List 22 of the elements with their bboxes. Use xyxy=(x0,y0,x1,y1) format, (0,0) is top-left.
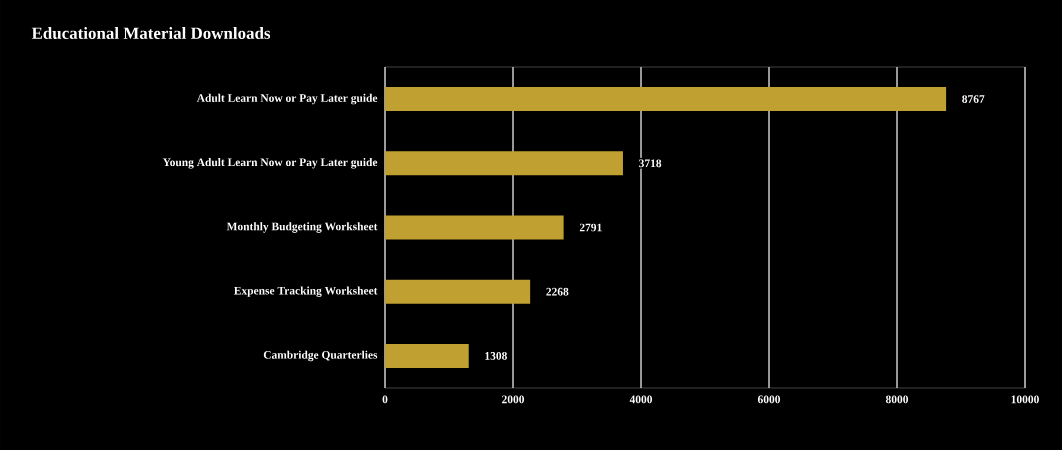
bar xyxy=(385,151,623,176)
bar xyxy=(385,215,564,240)
y-tick-label: Monthly Budgeting Worksheet xyxy=(226,222,378,233)
y-tick-label: Young Adult Learn Now or Pay Later guide xyxy=(162,158,378,169)
x-tick-label: 0 xyxy=(382,395,388,404)
x-tick-label: 8000 xyxy=(885,395,909,404)
x-tick-label: 2000 xyxy=(502,395,525,404)
y-tick-label: Cambridge Quarterlies xyxy=(263,350,378,362)
y-tick-label: Expense Tracking Worksheet xyxy=(234,286,378,297)
bar xyxy=(385,279,531,304)
bar xyxy=(385,343,469,368)
x-tick-label: 6000 xyxy=(757,395,781,404)
bar xyxy=(385,87,947,112)
data-label: 2268 xyxy=(546,287,569,296)
data-label: 8767 xyxy=(962,95,985,103)
data-label: 1308 xyxy=(485,352,507,360)
data-label: 3718 xyxy=(639,159,662,168)
data-label: 2791 xyxy=(579,223,602,232)
x-tick-label: 10000 xyxy=(1011,395,1039,404)
text: Educational Material Downloads xyxy=(31,27,271,39)
x-tick-label: 4000 xyxy=(629,395,653,404)
y-tick-label: Adult Learn Now or Pay Later guide xyxy=(196,93,378,105)
